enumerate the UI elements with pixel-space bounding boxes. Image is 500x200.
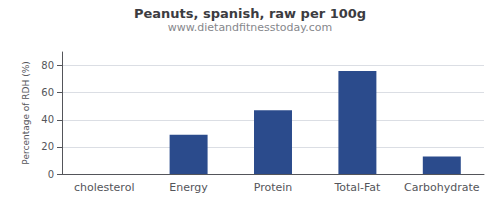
svg-text:Energy: Energy: [169, 181, 208, 194]
svg-text:80: 80: [41, 60, 54, 71]
svg-text:0: 0: [48, 169, 54, 180]
svg-text:Total-Fat: Total-Fat: [333, 181, 381, 194]
svg-text:Peanuts, spanish, raw per 100g: Peanuts, spanish, raw per 100g: [134, 6, 366, 21]
svg-text:cholesterol: cholesterol: [74, 181, 134, 194]
svg-text:Percentage of RDH (%): Percentage of RDH (%): [21, 61, 31, 164]
svg-text:Carbohydrate: Carbohydrate: [404, 181, 480, 194]
svg-text:Protein: Protein: [254, 181, 293, 194]
svg-text:20: 20: [41, 141, 54, 152]
svg-text:www.dietandfitnesstoday.com: www.dietandfitnesstoday.com: [168, 21, 332, 34]
svg-text:60: 60: [41, 87, 54, 98]
svg-text:40: 40: [41, 114, 54, 125]
